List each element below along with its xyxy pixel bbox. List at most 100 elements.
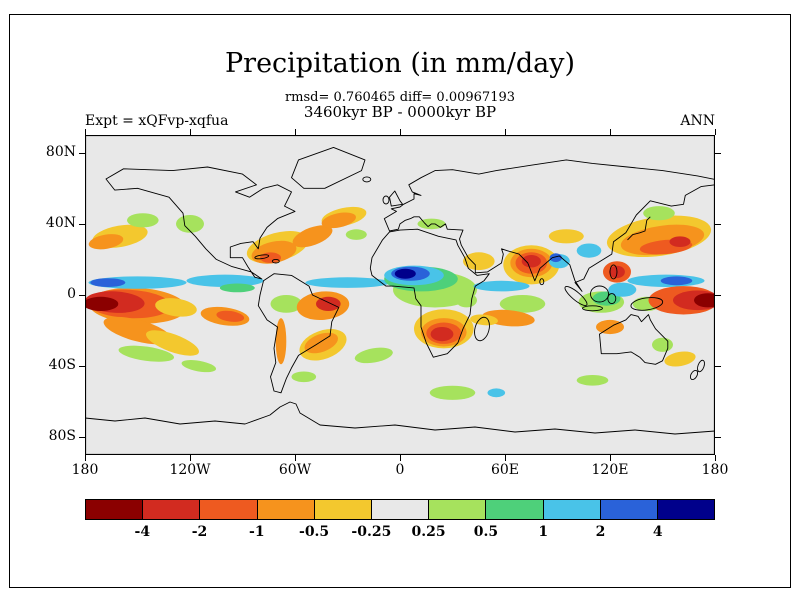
- colorbar-segment: [257, 500, 315, 519]
- colorbar-segment: [143, 500, 201, 519]
- x-tick-label: 180: [71, 462, 99, 478]
- anomaly-region: [354, 347, 393, 364]
- anomaly-region: [576, 375, 609, 386]
- anomaly-region: [430, 327, 454, 342]
- y-tick-mark: [715, 152, 721, 154]
- colorbar-segment: [543, 500, 601, 519]
- anomaly-region: [576, 243, 602, 258]
- colorbar-tick-label: -0.5: [299, 524, 330, 540]
- x-tick-mark: [715, 455, 716, 461]
- anomaly-region: [463, 252, 495, 271]
- coastline-new-guinea: [630, 297, 664, 311]
- period-line: 3460kyr BP - 0000kyr BP: [303, 103, 497, 121]
- colorbar-tick-label: 2: [595, 524, 606, 540]
- colorbar-tick-label: 0.25: [411, 524, 446, 540]
- coastline-borneo: [590, 285, 609, 303]
- colorbar-segment: [86, 500, 144, 519]
- y-tick-label: 40S: [48, 357, 76, 374]
- anomaly-region: [473, 280, 530, 292]
- anomaly-region: [181, 360, 217, 373]
- colorbar-tick-label: 4: [652, 524, 663, 540]
- colorbar: [85, 499, 715, 520]
- coastline-north-america: [105, 166, 296, 280]
- anomaly-region: [487, 388, 506, 398]
- x-tick-mark: [190, 455, 191, 461]
- x-tick-mark: [85, 455, 86, 461]
- anomaly-region: [275, 318, 287, 365]
- y-tick-mark: [79, 366, 85, 368]
- coastline-sulawesi: [607, 293, 617, 305]
- x-tick-mark: [715, 129, 716, 135]
- y-tick-label: 80S: [48, 428, 76, 445]
- coastline-greenland: [291, 146, 366, 189]
- y-tick-label: 0: [67, 286, 76, 302]
- coastline-japan: [627, 216, 651, 241]
- colorbar-tick-label: -4: [134, 524, 151, 540]
- y-tick-mark: [79, 437, 85, 439]
- colorbar-tick-label: -1: [249, 524, 265, 540]
- stats-line: rmsd= 0.760465 diff= 0.00967193: [284, 90, 516, 105]
- x-tick-mark: [400, 129, 401, 135]
- anomaly-region: [146, 330, 199, 356]
- coastline-madagascar: [474, 316, 490, 342]
- coastline-philippines: [609, 264, 618, 280]
- x-tick-mark: [505, 129, 506, 135]
- anomaly-region: [669, 236, 691, 247]
- x-tick-mark: [610, 129, 611, 135]
- colorbar-tick-label: -0.25: [351, 524, 392, 540]
- anomaly-region: [429, 385, 476, 400]
- x-tick-mark: [295, 455, 296, 461]
- anomaly-region: [548, 229, 584, 244]
- coastline-java: [582, 305, 603, 312]
- coastline-iceland: [362, 176, 372, 183]
- x-tick-label: 120E: [591, 462, 629, 478]
- coastline-cuba: [254, 254, 270, 260]
- colorbar-segment: [429, 500, 487, 519]
- anomaly-region: [499, 295, 546, 313]
- anomaly-region: [321, 212, 356, 229]
- anomaly-region: [85, 296, 119, 311]
- x-tick-label: 60W: [278, 462, 312, 478]
- coastline-australia: [599, 314, 669, 365]
- anomaly-region: [88, 234, 124, 250]
- x-tick-mark: [190, 129, 191, 135]
- colorbar-tick-label: 1: [538, 524, 549, 540]
- y-tick-mark: [79, 152, 85, 154]
- anomaly-region: [219, 283, 255, 293]
- coastline-ireland: [382, 195, 390, 205]
- y-tick-label: 80N: [45, 143, 76, 160]
- coastline-africa: [369, 228, 490, 358]
- anomaly-region: [394, 268, 416, 279]
- coastline-south-america: [257, 273, 340, 394]
- coastline-eurasia: [383, 159, 715, 292]
- map-plot: [84, 134, 716, 456]
- colorbar-tick-label: 0.5: [473, 524, 499, 540]
- anomaly-region: [291, 371, 317, 383]
- anomaly-region: [118, 345, 175, 362]
- coastline-hispaniola: [271, 258, 280, 264]
- anomaly-region: [652, 337, 673, 352]
- coastline-new-zealand-south: [689, 369, 699, 381]
- anomaly-region: [664, 351, 696, 367]
- anomaly-region: [260, 252, 281, 263]
- y-tick-mark: [715, 295, 721, 296]
- y-tick-label: 40N: [45, 214, 76, 231]
- anomaly-region: [660, 276, 693, 286]
- anomaly-region: [549, 253, 562, 263]
- anomaly-region: [521, 255, 541, 268]
- anomaly-region: [304, 332, 339, 354]
- anomaly-region: [216, 310, 245, 322]
- y-tick-mark: [79, 223, 85, 225]
- x-tick-label: 60E: [490, 462, 520, 478]
- coastline-new-zealand-north: [697, 359, 705, 373]
- anomaly-region: [456, 293, 477, 308]
- anomaly-contours: [85, 206, 715, 400]
- chart-title: Precipitation (in mm/day): [225, 48, 575, 79]
- anomaly-region: [608, 282, 637, 297]
- anomaly-region: [292, 225, 333, 248]
- coastline-sri-lanka: [539, 278, 545, 286]
- colorbar-segment: [657, 500, 715, 519]
- colorbar-segment: [600, 500, 658, 519]
- x-tick-mark: [295, 129, 296, 135]
